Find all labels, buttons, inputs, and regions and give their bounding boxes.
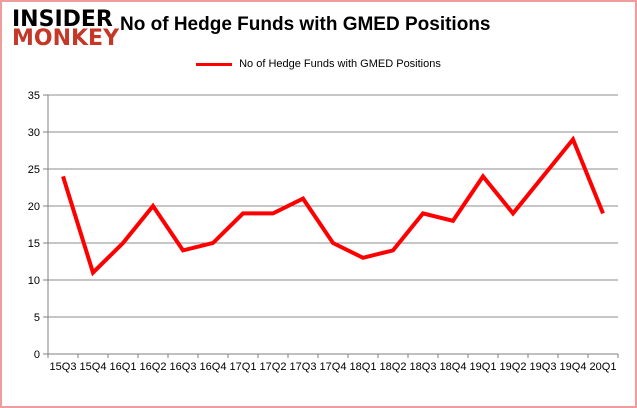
x-axis-label: 15Q4 [80,361,107,373]
legend-line-icon [196,62,233,66]
x-axis-label: 19Q1 [470,361,497,373]
x-axis-label: 16Q2 [140,361,167,373]
y-axis-label: 15 [28,238,40,250]
x-axis-label: 18Q3 [410,361,437,373]
y-axis-label: 0 [34,349,40,361]
y-axis-label: 35 [28,90,40,102]
x-axis-label: 17Q4 [320,361,347,373]
x-axis-label: 16Q1 [110,361,137,373]
logo-monkey-text: MONKEY [12,26,120,51]
y-axis-label: 10 [28,275,40,287]
legend-label: No of Hedge Funds with GMED Positions [239,58,441,70]
x-axis-label: 15Q3 [50,361,77,373]
x-axis-label: 16Q3 [170,361,197,373]
x-axis-label: 19Q2 [500,361,527,373]
x-axis-label: 17Q2 [260,361,287,373]
legend: No of Hedge Funds with GMED Positions [2,58,635,70]
x-axis-label: 16Q4 [200,361,227,373]
x-axis-label: 18Q2 [380,361,407,373]
y-axis-label: 5 [34,312,40,324]
x-axis-label: 18Q1 [350,361,377,373]
series-line [61,135,605,277]
insider-monkey-logo: INSIDER MONKEY [12,9,119,50]
y-axis-label: 30 [28,127,40,139]
x-axis-label: 19Q4 [560,361,587,373]
y-axis-label: 25 [28,164,40,176]
logo-insider-text: INSIDER [12,7,113,32]
chart-title: No of Hedge Funds with GMED Positions [120,14,491,35]
x-axis-label: 20Q1 [590,361,617,373]
x-axis-label: 19Q3 [530,361,557,373]
x-axis-label: 18Q4 [440,361,467,373]
x-axis-label: 17Q3 [290,361,317,373]
x-axis-label: 17Q1 [230,361,257,373]
y-axis-label: 20 [28,201,40,213]
